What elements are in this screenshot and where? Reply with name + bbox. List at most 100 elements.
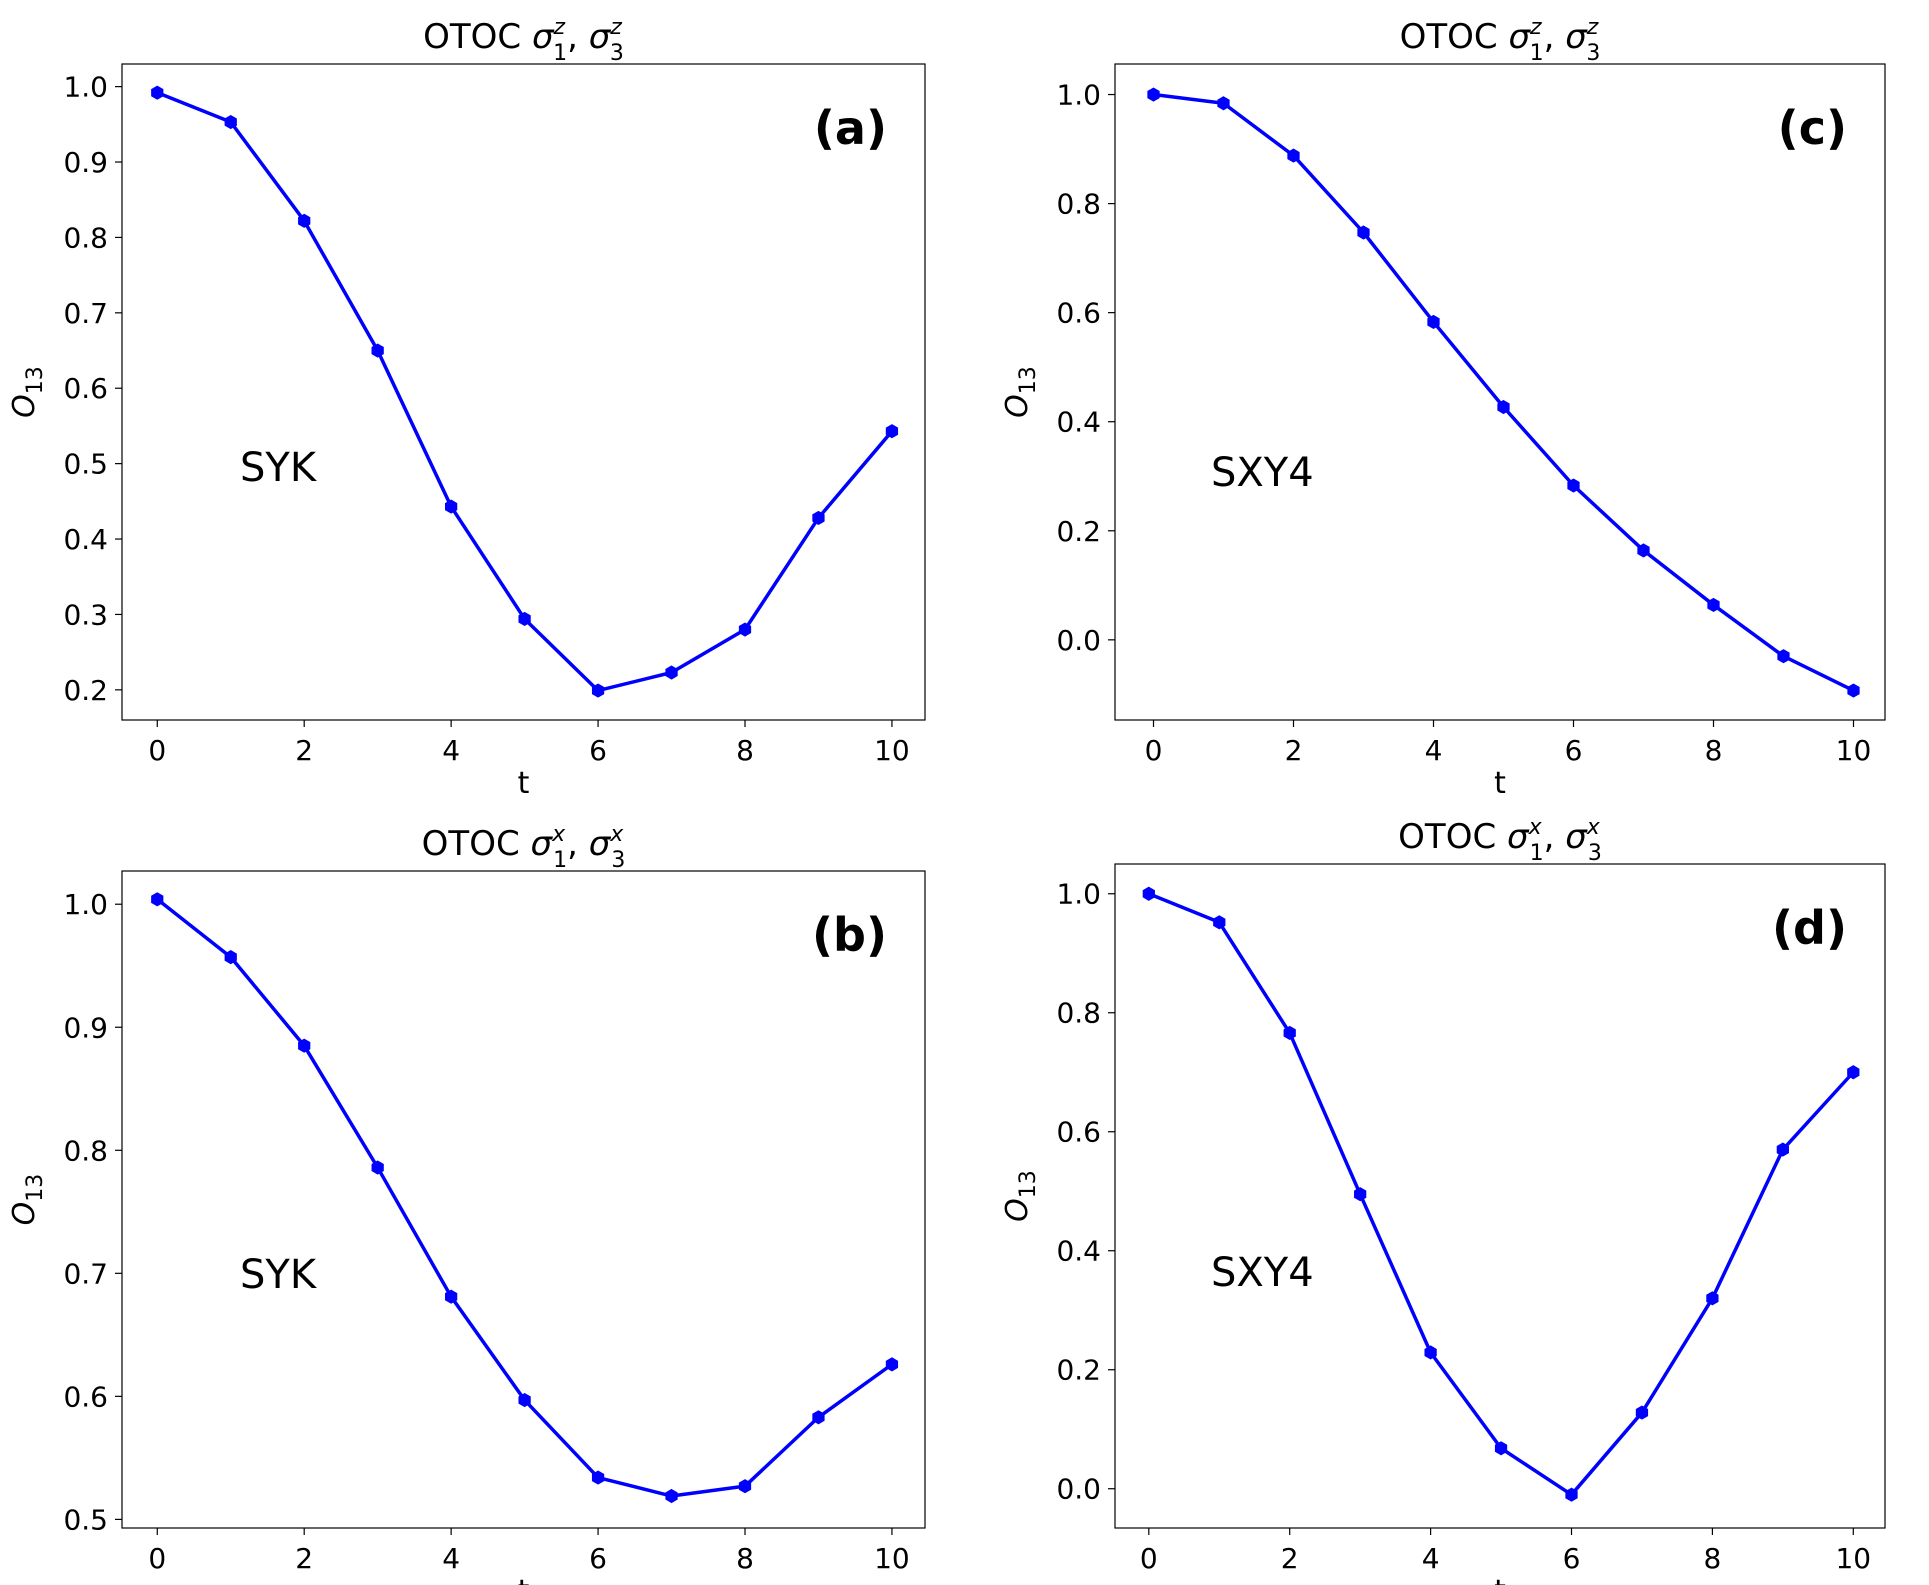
y-tick-label-a: 0.7 [63, 297, 108, 330]
y-tick-label-d: 1.0 [1056, 878, 1101, 911]
title-prefix-d: OTOC [1398, 817, 1507, 857]
data-point-d [1635, 1405, 1649, 1420]
title-sub-c: 3 [1586, 41, 1600, 66]
model-label-c: SXY4 [1211, 450, 1314, 496]
y-tick-label-c: 0.6 [1056, 297, 1101, 330]
title-sigma-c: σ [1565, 17, 1588, 57]
data-point-a [738, 622, 752, 637]
title-sigma-d: σ [1565, 817, 1588, 857]
y-axis-label-main-a: O [7, 394, 42, 418]
x-tick-label-a: 4 [442, 734, 460, 767]
x-tick-label-a: 2 [295, 734, 313, 767]
y-tick-label-b: 0.6 [63, 1380, 108, 1413]
x-tick-label-c: 4 [1425, 734, 1443, 767]
data-point-a [371, 343, 384, 358]
data-point-c [1707, 597, 1720, 613]
x-tick-label-a: 0 [148, 734, 166, 767]
title-sub-b: 1 [553, 848, 567, 873]
y-tick-label-b: 0.7 [63, 1257, 108, 1290]
chart-title-b: OTOC σx 1, σx 3 [422, 822, 626, 873]
x-tick-label-d: 10 [1835, 1542, 1871, 1575]
x-tick-label-d: 8 [1703, 1542, 1721, 1575]
data-point-a [224, 114, 237, 130]
series-line-c [1153, 92, 1855, 693]
y-tick-label-d: 0.0 [1056, 1473, 1101, 1506]
y-tick-label-b: 0.8 [63, 1134, 108, 1167]
chart-title-c: OTOC σz 1, σz 3 [1400, 15, 1601, 66]
y-tick-label-b: 1.0 [63, 888, 108, 921]
y-axis-label-c: O13 [1000, 366, 1041, 418]
y-tick-label-b: 0.9 [63, 1011, 108, 1044]
data-point-b [812, 1410, 825, 1425]
title-sup-b: x [551, 822, 566, 847]
x-tick-label-b: 2 [295, 1542, 313, 1575]
x-tick-label-b: 4 [442, 1542, 460, 1575]
data-point-c [1637, 543, 1650, 558]
panel-a: 0 2 4 6 8 100.20.30.40.50.60.70.80.91.0tO13OT… [7, 15, 926, 801]
data-point-b [298, 1038, 311, 1053]
data-point-d [1142, 886, 1155, 901]
data-point-b [591, 1470, 605, 1485]
data-point-a [445, 499, 458, 514]
data-point-a [518, 611, 531, 627]
title-sigma-c: σ [1508, 17, 1531, 57]
data-point-b [885, 1357, 899, 1372]
data-point-c [1847, 683, 1860, 698]
model-label-a: SYK [240, 445, 318, 491]
data-point-d [1213, 915, 1226, 930]
data-point-d [1565, 1487, 1578, 1502]
title-sub-b: 3 [611, 848, 625, 873]
x-tick-label-c: 6 [1565, 734, 1583, 767]
x-tick-label-c: 2 [1285, 734, 1303, 767]
data-point-c [1777, 649, 1790, 664]
data-point-a [591, 683, 605, 698]
model-label-d: SXY4 [1211, 1250, 1314, 1296]
y-tick-label-a: 0.8 [63, 221, 108, 254]
y-tick-label-c: 0.4 [1056, 406, 1101, 439]
title-sigma-a: σ [589, 17, 612, 57]
x-tick-label-b: 10 [874, 1542, 910, 1575]
title-sigma-d: σ [1507, 817, 1530, 857]
data-point-c [1497, 399, 1510, 415]
x-axis-label-c: t [1494, 766, 1506, 801]
series-line-d [1148, 892, 1855, 1497]
title-sup-a: z [609, 15, 622, 40]
axes-frame-b [121, 870, 926, 1529]
data-point-d [1776, 1142, 1789, 1157]
title-prefix-b: OTOC [422, 824, 531, 864]
axes-frame-a [121, 63, 926, 721]
y-tick-label-d: 0.8 [1056, 997, 1101, 1030]
y-tick-label-a: 0.6 [63, 372, 108, 405]
data-point-c [1147, 87, 1160, 102]
y-axis-label-main-c: O [1000, 394, 1035, 418]
title-sub-a: 1 [553, 41, 567, 66]
x-tick-label-d: 6 [1563, 1542, 1581, 1575]
y-axis-label-sub-b: 13 [23, 1174, 48, 1202]
title-sigma-b: σ [589, 824, 612, 864]
title-sup-c: z [1586, 15, 1599, 40]
x-tick-label-a: 6 [589, 734, 607, 767]
axes-frame-c [1114, 63, 1886, 721]
x-tick-label-a: 10 [874, 734, 910, 767]
panel-label-c: (c) [1778, 101, 1847, 155]
y-tick-label-c: 0.2 [1056, 515, 1101, 548]
chart-title-d: OTOC σx 1, σx 3 [1398, 815, 1602, 866]
data-point-a [298, 213, 311, 228]
data-point-b [224, 950, 237, 965]
y-tick-label-a: 0.9 [63, 146, 108, 179]
title-prefix-c: OTOC [1400, 17, 1509, 57]
title-sub-c: 1 [1530, 41, 1544, 66]
y-tick-label-c: 1.0 [1056, 79, 1101, 112]
data-point-a [885, 424, 899, 439]
title-comma-b: , [567, 824, 589, 864]
x-axis-label-a: t [518, 766, 530, 801]
title-sup-d: x [1586, 815, 1601, 840]
x-tick-label-b: 6 [589, 1542, 607, 1575]
y-tick-label-d: 0.4 [1056, 1235, 1101, 1268]
x-tick-label-d: 2 [1281, 1542, 1299, 1575]
data-point-b [371, 1160, 384, 1175]
data-point-b [151, 892, 164, 907]
